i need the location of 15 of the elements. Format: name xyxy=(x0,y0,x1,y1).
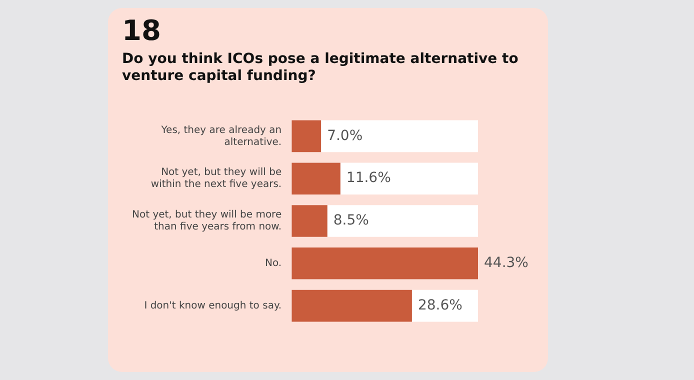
chart-subtitle: Do you think ICOs pose a legitimate alternative to venture capital funding? xyxy=(122,51,520,85)
bar xyxy=(292,204,328,236)
y-tick-label: I don't know enough to say. xyxy=(144,300,282,311)
y-tick-label: Yes, they are already an alternative. xyxy=(160,124,282,148)
data-label: 28.6% xyxy=(418,297,462,314)
y-tick-label: Not yet, but they will be within the next five years. xyxy=(150,166,282,190)
bar xyxy=(292,162,340,194)
data-label: 8.5% xyxy=(333,212,369,228)
data-label: 44.3% xyxy=(484,254,528,271)
y-tick-label: No. xyxy=(265,258,282,269)
data-label: 11.6% xyxy=(346,170,391,186)
chart-title: 18 xyxy=(122,14,162,47)
data-label: 7.0% xyxy=(327,127,363,144)
bar xyxy=(292,120,322,152)
y-tick-label: Not yet, but they will be more than five years from now. xyxy=(132,209,282,232)
